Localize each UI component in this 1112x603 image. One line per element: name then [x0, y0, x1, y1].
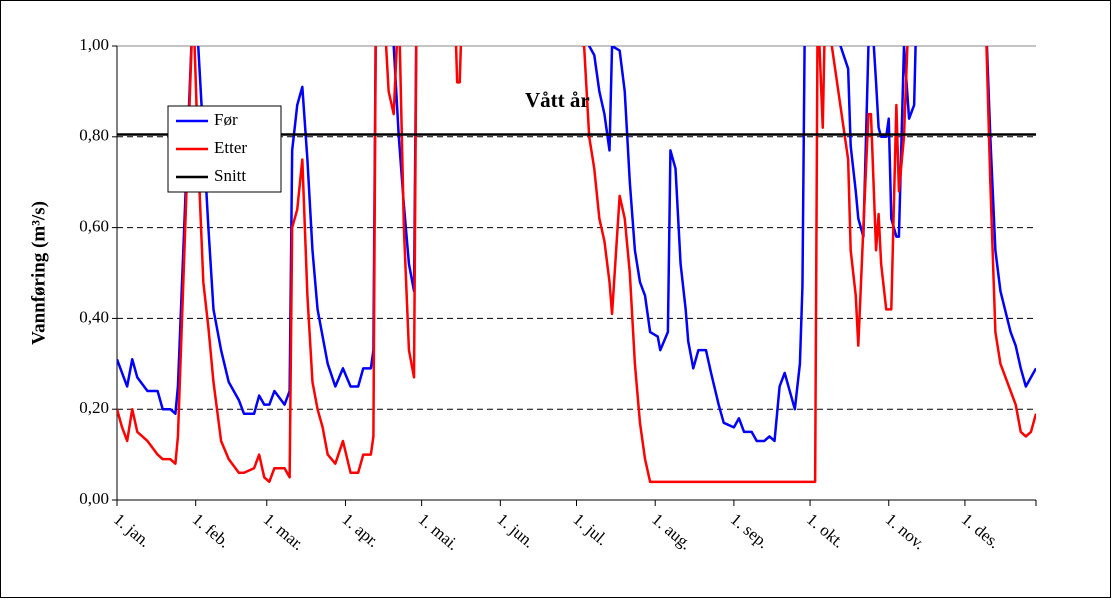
y-tick-label: 0,20 — [79, 398, 109, 417]
y-tick-label: 0,60 — [79, 217, 109, 236]
legend-label: Før — [214, 110, 238, 129]
y-tick-label: 0,40 — [79, 307, 109, 326]
y-tick-label: 0,80 — [79, 126, 109, 145]
y-axis-label: Vannføring (m³/s) — [28, 201, 49, 345]
legend-label: Snitt — [214, 166, 246, 185]
series-line — [117, 46, 1036, 484]
legend-label: Etter — [214, 138, 247, 157]
series-line — [117, 46, 1036, 443]
y-tick-label: 0,00 — [79, 489, 109, 508]
annotation: Vått år — [525, 88, 590, 112]
series-group — [117, 46, 1036, 484]
y-tick-label: 1,00 — [79, 35, 109, 54]
